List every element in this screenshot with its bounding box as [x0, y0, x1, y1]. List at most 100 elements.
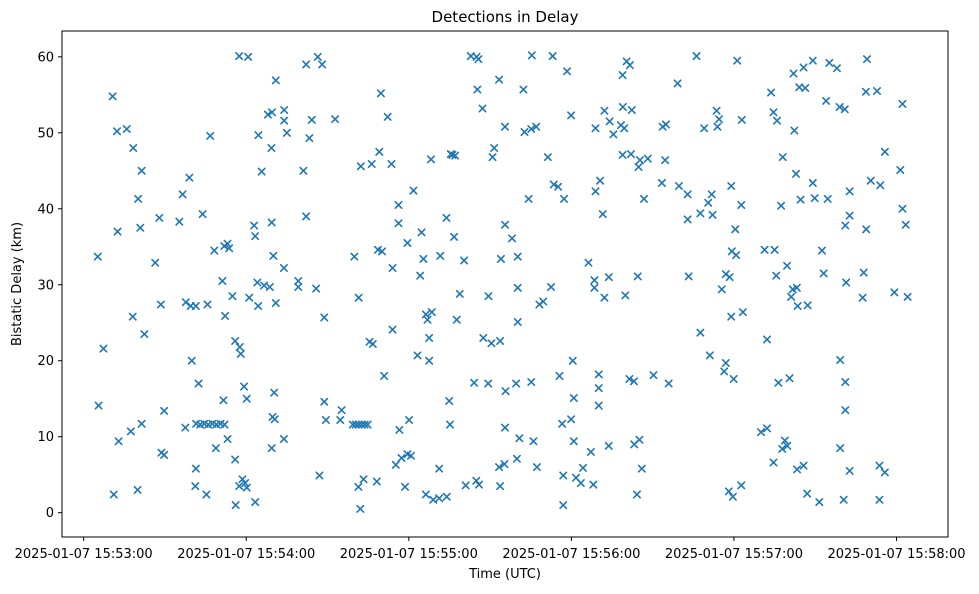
data-point	[845, 211, 854, 220]
data-point	[495, 463, 504, 472]
data-point	[155, 213, 164, 222]
data-point	[94, 401, 103, 410]
axes-frame	[61, 30, 949, 538]
data-point	[109, 490, 118, 499]
data-point	[435, 464, 444, 473]
data-point	[479, 333, 488, 342]
data-point	[137, 166, 146, 175]
data-point	[377, 247, 386, 256]
data-point	[397, 453, 406, 462]
data-point	[321, 415, 330, 424]
data-point	[875, 461, 884, 470]
data-point	[350, 252, 359, 261]
data-point	[700, 124, 709, 133]
data-point	[704, 198, 713, 207]
data-point	[487, 339, 496, 348]
data-point	[134, 194, 143, 203]
data-point	[770, 245, 779, 254]
data-point	[383, 112, 392, 121]
y-axis-label: Bistatic Delay (km)	[10, 222, 25, 346]
data-point	[501, 122, 509, 131]
data-point	[235, 343, 244, 352]
data-point	[267, 218, 276, 227]
data-point	[231, 501, 240, 510]
data-point	[788, 285, 797, 294]
data-point	[280, 116, 289, 125]
data-point	[354, 420, 363, 429]
data-point	[446, 150, 455, 159]
data-point	[228, 292, 237, 301]
data-point	[823, 194, 832, 203]
data-point	[236, 349, 245, 358]
data-point	[520, 128, 529, 137]
data-point	[769, 108, 778, 117]
data-point	[737, 200, 746, 209]
data-point	[496, 336, 505, 345]
data-point	[513, 283, 522, 292]
data-point	[356, 162, 365, 171]
data-point	[423, 315, 432, 324]
data-point	[219, 396, 228, 405]
data-point	[609, 130, 618, 139]
data-point	[845, 466, 854, 475]
data-point	[231, 336, 240, 345]
data-point	[231, 455, 240, 464]
data-point	[160, 406, 169, 415]
data-point	[253, 278, 262, 287]
x-tick-label: 2025-01-07 15:53:00	[15, 547, 153, 562]
data-point	[442, 492, 451, 501]
data-point	[763, 424, 772, 433]
data-point	[245, 293, 254, 302]
data-point	[210, 246, 219, 255]
data-point	[862, 225, 871, 234]
data-point	[532, 463, 541, 472]
data-point	[251, 232, 260, 241]
data-point	[858, 293, 867, 302]
data-point	[532, 122, 541, 131]
data-point	[122, 125, 131, 134]
data-point	[313, 52, 322, 61]
data-point	[279, 264, 288, 273]
y-tick-label: 0	[46, 506, 54, 521]
data-point	[244, 52, 253, 61]
data-point	[591, 124, 600, 133]
data-point	[772, 271, 781, 280]
data-point	[211, 444, 220, 453]
data-point	[421, 490, 430, 499]
data-point	[559, 471, 568, 480]
data-point	[394, 200, 403, 209]
data-point	[524, 194, 533, 203]
data-point	[629, 377, 638, 386]
y-tick-label: 50	[37, 126, 54, 141]
data-point	[318, 60, 327, 69]
data-point	[307, 115, 316, 124]
data-point	[787, 292, 796, 301]
data-point	[409, 186, 418, 195]
data-point	[835, 102, 844, 111]
data-point	[600, 293, 609, 302]
data-point	[547, 283, 556, 292]
data-point	[113, 127, 122, 136]
data-point	[425, 356, 434, 365]
data-point	[235, 482, 244, 491]
data-point	[136, 223, 145, 232]
data-point	[896, 166, 905, 175]
data-point	[737, 115, 746, 124]
data-point	[725, 273, 734, 282]
data-point	[178, 190, 187, 199]
data-point	[586, 447, 595, 456]
data-point	[692, 52, 701, 61]
data-point	[568, 356, 577, 365]
y-tick-label: 30	[37, 278, 54, 293]
data-point	[269, 251, 278, 260]
data-point	[625, 61, 634, 70]
data-point	[113, 227, 122, 236]
data-point	[235, 52, 244, 61]
data-point	[715, 115, 724, 124]
data-point	[567, 111, 576, 120]
data-point	[140, 330, 149, 339]
data-point	[590, 283, 599, 292]
data-point	[185, 173, 194, 182]
data-point	[673, 79, 682, 88]
data-point	[473, 85, 482, 94]
